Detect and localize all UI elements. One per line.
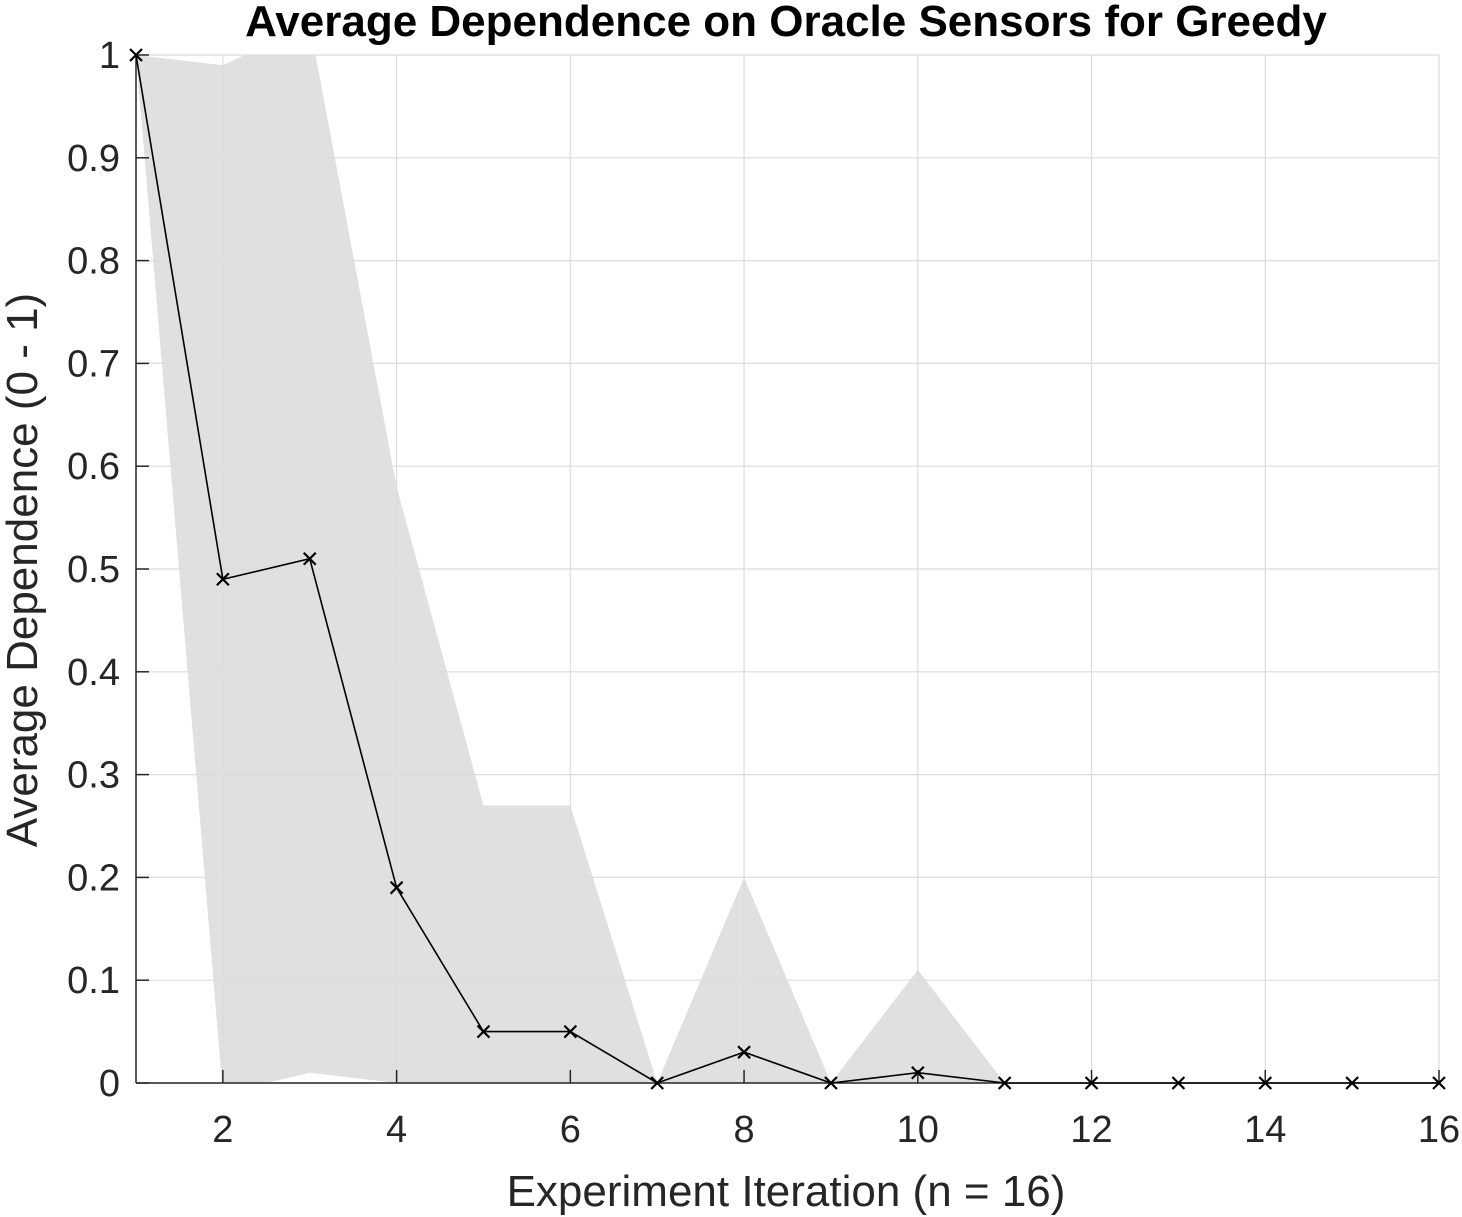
grid-layer [135,54,1440,1084]
y-tick-label: 0.6 [67,446,120,488]
series-layer [129,48,1446,1090]
y-tick-label: 0.1 [67,960,120,1002]
data-point-marker [997,1076,1012,1090]
y-tick-label: 0.7 [67,343,120,385]
y-tick-label: 1 [99,35,120,77]
data-point-marker [389,880,404,895]
x-tick-label: 12 [1070,1109,1112,1151]
y-tick-label: 0 [99,1063,120,1105]
y-tick-label: 0.5 [67,549,120,591]
data-point-marker [1084,1076,1099,1090]
data-point-marker [563,1024,578,1039]
data-point-marker [302,551,317,566]
x-tick-label: 2 [212,1109,233,1151]
x-tick-label: 6 [560,1109,581,1151]
x-tick-label: 8 [733,1109,754,1151]
data-point-marker [1258,1076,1273,1090]
variability-band [136,55,1439,1083]
chart-title: Average Dependence on Oracle Sensors for… [245,0,1327,46]
band-layer [136,55,1439,1083]
data-point-marker [911,1065,925,1080]
tick-labels: 2 4 6 8 10 12 14 16 0 0.1 0.2 0.3 0.4 0.5 0.6 0.7 0.8 0.9… [67,35,1460,1151]
y-tick-label: 0.8 [67,241,120,283]
y-axis-label: Average Dependence (0 - 1) [0,293,47,847]
data-point-marker [737,1045,751,1059]
x-tick-label: 14 [1244,1109,1286,1151]
y-tick-label: 0.4 [67,652,120,694]
data-point-marker [1345,1076,1359,1090]
data-point-marker [216,572,230,587]
x-axis-label: Experiment Iteration (n = 16) [507,1167,1066,1216]
x-tick-label: 16 [1418,1109,1460,1151]
y-tick-label: 0.9 [67,138,120,180]
series-line [135,54,1439,1084]
x-tick-label: 4 [386,1109,407,1151]
data-point-marker [1171,1076,1186,1090]
data-point-marker [650,1076,664,1090]
data-point-marker [824,1076,838,1090]
y-tick-label: 0.3 [67,755,120,797]
y-tick-label: 0.2 [67,857,120,899]
data-point-marker [476,1024,491,1039]
x-tick-label: 10 [897,1109,939,1151]
data-point-marker [1432,1076,1446,1090]
data-point-marker [129,48,143,62]
